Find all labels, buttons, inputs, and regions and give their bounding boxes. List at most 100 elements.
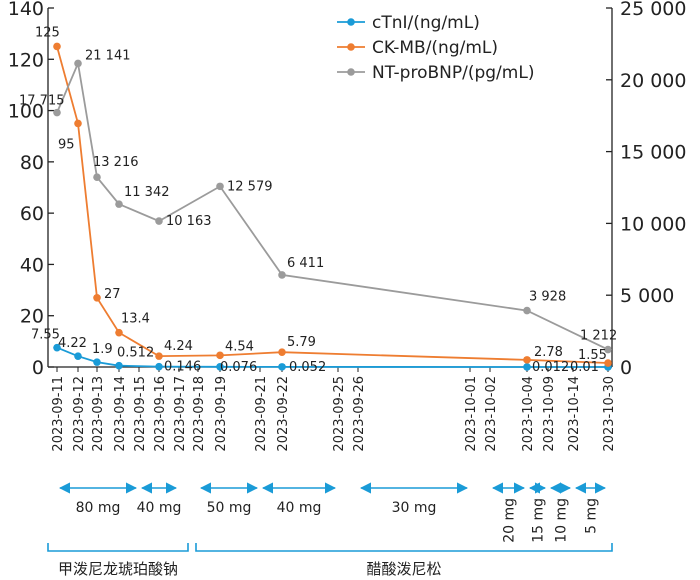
- legend-label: CK-MB/(ng/mL): [372, 38, 498, 58]
- x-tick-label: 2023-09-15: [133, 376, 148, 452]
- left-tick-label: 0: [32, 357, 44, 379]
- legend-swatch-marker: [347, 43, 355, 51]
- right-tick-label: 25 000: [620, 0, 686, 20]
- left-tick-label: 80: [20, 152, 44, 174]
- right-tick-label: 15 000: [620, 142, 686, 164]
- x-tick-label: 2023-09-17: [173, 376, 188, 452]
- data-point: [93, 358, 101, 366]
- right-tick-label: 10 000: [620, 213, 686, 235]
- x-tick-label: 2023-10-09: [542, 376, 557, 452]
- x-tick-label: 2023-09-21: [254, 376, 269, 452]
- dose-label: 50 mg: [207, 500, 252, 516]
- dose-arrows: 80 mg 40 mg 50 mg 40 mg 30 mg 20 mg 15 mg 10 mg…: [58, 482, 607, 543]
- data-point: [216, 363, 224, 371]
- data-point: [216, 182, 224, 191]
- drug-label: 甲泼尼龙琥珀酸钠: [58, 560, 178, 578]
- data-label: 13 216: [93, 155, 139, 170]
- data-label: 0.146: [164, 360, 201, 375]
- data-point: [604, 359, 612, 367]
- dose-label: 80 mg: [76, 500, 121, 516]
- drug-bracket: [195, 543, 613, 552]
- data-point: [53, 42, 61, 51]
- right-tick-label: 5 000: [620, 285, 674, 307]
- data-point: [53, 108, 61, 117]
- left-tick-label: 100: [8, 101, 44, 123]
- data-point: [523, 363, 531, 371]
- left-tick-label: 60: [20, 203, 44, 225]
- series-layer: [53, 42, 612, 371]
- legend-label: NT-proBNP/(pg/mL): [372, 63, 534, 83]
- dose-label: 40 mg: [137, 500, 182, 516]
- dose-label: 30 mg: [392, 500, 437, 516]
- data-label: 0.01: [570, 360, 599, 375]
- left-tick-label: 140: [8, 0, 44, 20]
- right-tick-label: 20 000: [620, 70, 686, 92]
- data-label: 4.22: [58, 336, 87, 351]
- drug-bracket: [47, 543, 189, 552]
- legend: cTnI/(ng/mL) CK-MB/(ng/mL) NT-proBNP/(pg/m…: [337, 13, 534, 83]
- data-label: 0.012: [532, 360, 569, 375]
- data-label: 1.55: [578, 348, 607, 363]
- data-point: [74, 59, 82, 68]
- data-label: 2.78: [534, 345, 563, 360]
- dose-label: 15 mg: [531, 498, 547, 543]
- x-tick-label: 2023-10-04: [521, 376, 536, 452]
- x-tick-label: 2023-10-30: [602, 376, 617, 452]
- left-tick-label: 20: [20, 306, 44, 328]
- x-tick-label: 2023-10-14: [567, 376, 582, 452]
- data-point: [115, 361, 123, 370]
- data-point: [216, 351, 224, 360]
- right-tick-label: 0: [620, 357, 632, 379]
- data-label: 21 141: [85, 48, 131, 63]
- data-label: 13.4: [121, 312, 150, 327]
- data-label: 0.052: [289, 360, 326, 375]
- data-label: 4.24: [164, 339, 193, 354]
- x-tick-label: 2023-09-25: [332, 376, 347, 452]
- data-label: 4.54: [225, 339, 254, 354]
- data-label: 10 163: [166, 214, 212, 229]
- data-point: [93, 173, 101, 182]
- data-label: 17 715: [19, 94, 65, 109]
- x-tick-label: 2023-10-02: [484, 376, 499, 452]
- legend-swatch-marker: [347, 68, 355, 76]
- x-tick-label: 2023-09-12: [72, 376, 87, 452]
- x-tick-label: 2023-09-22: [276, 376, 291, 452]
- data-label: 12 579: [227, 179, 273, 194]
- x-tick-label: 2023-10-01: [464, 376, 479, 452]
- left-tick-label: 40: [20, 254, 44, 276]
- data-point: [115, 328, 123, 337]
- legend-label: cTnI/(ng/mL): [372, 13, 480, 33]
- data-label: 3 928: [529, 290, 566, 305]
- x-tick-label: 2023-09-14: [113, 376, 128, 452]
- data-label: 5.79: [287, 335, 316, 350]
- data-label: 6 411: [287, 256, 324, 271]
- x-tick-label: 2023-09-16: [153, 376, 168, 452]
- data-point: [74, 119, 82, 128]
- x-tick-label: 2023-09-13: [91, 376, 106, 452]
- data-point: [155, 352, 163, 360]
- data-label: 0.076: [220, 360, 257, 375]
- axes: 0 20 40 60 80 100 120 140 0 5 000 10 000 15 000 20 0…: [8, 0, 687, 379]
- data-label: 11 342: [124, 185, 170, 200]
- data-point: [155, 217, 163, 225]
- x-axis-labels: 2023-09-11 2023-09-12 2023-09-13 2023-09-14…: [51, 376, 617, 452]
- dose-label: 40 mg: [277, 500, 322, 516]
- series-line: [56, 60, 609, 351]
- data-label: 95: [58, 137, 75, 152]
- data-label: 0.512: [117, 346, 154, 361]
- data-label: 1 212: [580, 329, 617, 344]
- data-point: [93, 293, 101, 302]
- dose-label: 10 mg: [554, 498, 570, 543]
- drug-label: 醋酸泼尼松: [366, 560, 441, 578]
- x-tick-label: 2023-09-19: [214, 376, 229, 452]
- data-point: [53, 343, 61, 352]
- x-tick-label: 2023-09-26: [352, 376, 367, 452]
- data-point: [523, 356, 531, 364]
- dose-label: 20 mg: [502, 498, 518, 543]
- data-point: [523, 306, 531, 315]
- data-point: [278, 348, 286, 356]
- data-label: 27: [104, 287, 121, 302]
- data-point: [278, 363, 286, 371]
- left-tick-label: 120: [8, 49, 44, 71]
